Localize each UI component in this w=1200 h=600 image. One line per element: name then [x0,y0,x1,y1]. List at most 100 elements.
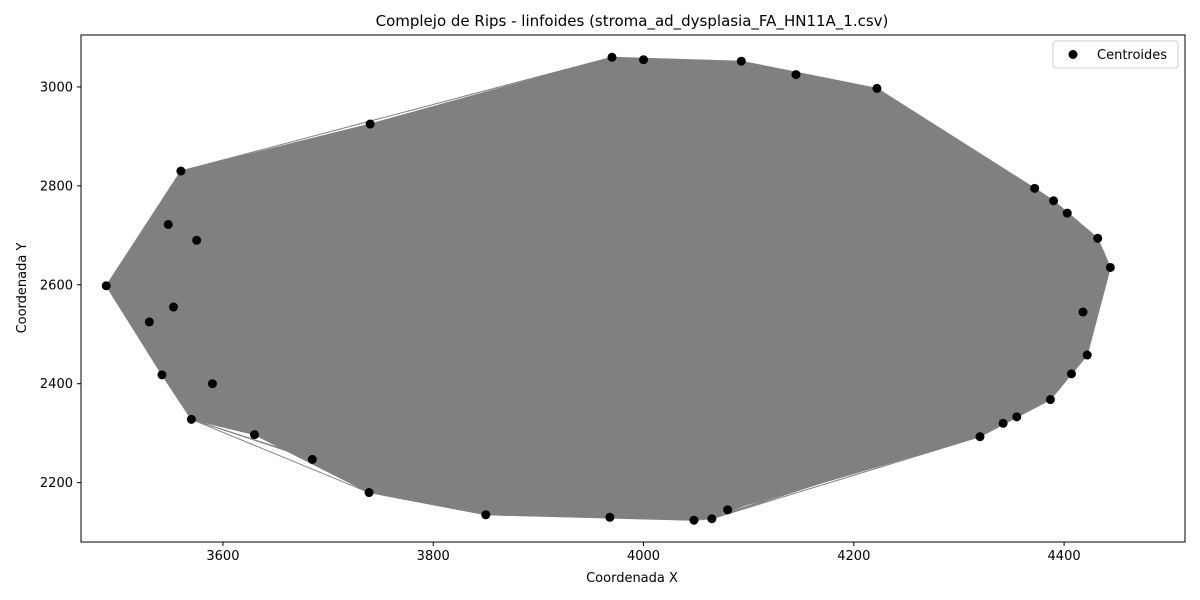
x-tick-label: 4200 [837,549,870,564]
edge-line [212,87,878,385]
edge-line [168,223,1088,356]
edge-line [254,60,742,436]
centroid-point [1082,350,1092,360]
edge-line [485,311,1084,516]
edge-line [485,57,613,515]
edge-line [180,170,1098,239]
edge-line [740,60,1004,424]
edge-line [212,200,1054,385]
centroid-point [998,418,1008,428]
edge-line [149,187,1035,323]
edge-line [1086,267,1111,356]
centroid-point [101,281,111,291]
edge-line [106,56,613,287]
edge-line [173,306,192,420]
centroid-point [1049,196,1059,206]
edge-line [368,311,1084,494]
edge-line [795,74,1068,214]
edge-line [368,57,613,493]
edge-line [370,123,1035,189]
edge-line [311,123,371,460]
edge-line [312,373,1072,460]
edge-line [643,59,1084,313]
edge-line [1034,188,1051,400]
centroid-point [481,510,491,520]
edge-line [727,436,981,511]
edge-line [643,59,1004,424]
centroid-point [736,56,746,66]
edge-line [254,237,1098,436]
edge-line [106,59,644,287]
edge-line [609,57,613,518]
edge-line [1016,200,1055,417]
edge-line [611,56,1098,239]
centroid-point [176,166,186,176]
edge-line [611,57,729,510]
edge-line [368,59,644,493]
edge-line [643,59,695,521]
edge-line [190,240,198,420]
edge-line [711,74,797,519]
edge-line [173,170,182,308]
edge-line [148,321,163,375]
edge-line [311,60,742,460]
edge-line [711,436,981,520]
edge-line [180,56,613,172]
edge-line [167,224,192,420]
x-tick-label: 3600 [206,549,239,564]
edge-line [609,311,1084,518]
edge-line [1066,212,1111,268]
edge-line [643,59,1035,189]
x-tick-label: 3800 [417,549,450,564]
edge-line [196,123,371,241]
edge-line [368,266,1111,494]
centroid-point [1045,395,1055,405]
edge-line [609,354,1088,518]
edge-line [312,187,1035,460]
edge-line [876,88,1004,424]
edge-line [161,374,611,518]
edge-line [711,88,878,519]
edge-line [254,434,486,516]
edge-line [173,306,1084,313]
edge-line [191,60,742,420]
edge-line [795,74,1084,313]
edge-line [312,88,878,460]
edge-line [369,492,728,511]
edge-line [1049,311,1084,400]
edge-line [180,170,198,241]
edge-line [643,59,742,62]
edge-line [611,56,1068,214]
y-tick-label: 2400 [40,377,73,392]
edge-line [485,267,1111,516]
edge-line [1002,200,1055,424]
edge-line [609,59,645,518]
edge-line [795,74,1098,239]
edge-line [979,267,1111,437]
edge-line [693,74,797,521]
edge-line [795,74,981,437]
edge-line [180,170,1068,214]
edge-line [196,239,1084,313]
edge-line [727,187,1036,511]
edge-line [979,354,1088,438]
edge-line [161,374,213,385]
edge-line [368,187,1035,493]
edge-line [254,434,313,460]
centroid-point [169,302,179,312]
edge-line [643,59,1051,400]
edge-line [196,187,1035,241]
edge-line [643,59,877,89]
centroid-point [307,454,317,464]
edge-line [727,354,1088,511]
edge-line [212,237,1098,385]
edge-line [1066,212,1088,356]
edge-line [196,212,1068,241]
edge-line [727,399,1051,511]
edge-line [979,238,1099,437]
edge-line [1002,188,1036,424]
edge-line [1049,200,1055,400]
edge-line [212,74,797,385]
edge-line [1049,267,1111,400]
edge-line [191,311,1084,420]
